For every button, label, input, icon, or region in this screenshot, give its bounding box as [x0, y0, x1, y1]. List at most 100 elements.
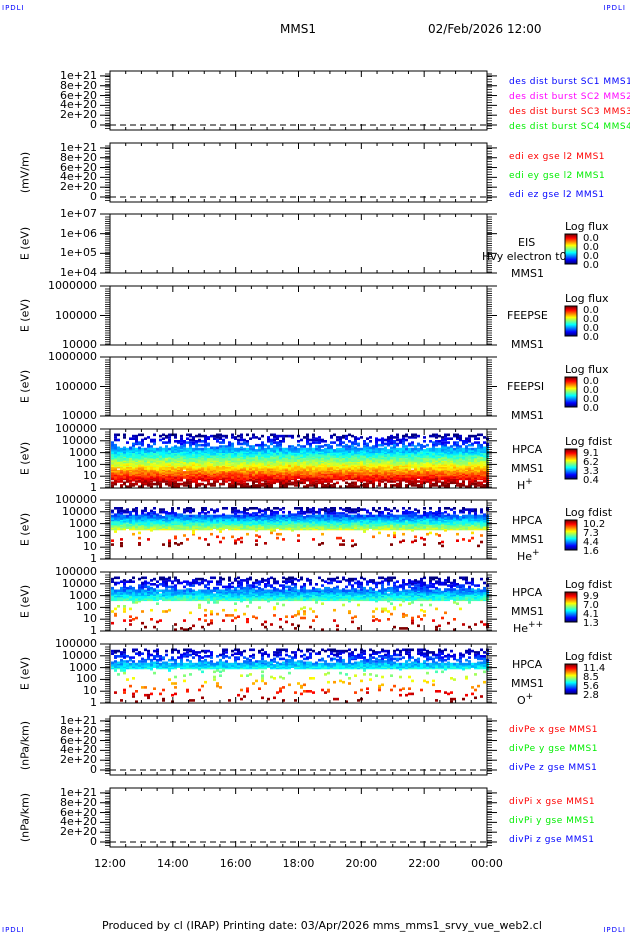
- spectrogram-cell: [207, 436, 210, 439]
- spectrogram-cell: [114, 507, 117, 510]
- spectrogram-cell: [348, 433, 351, 437]
- spectrogram-cell: [243, 484, 246, 487]
- spectrogram-cell: [219, 458, 222, 461]
- spectrogram-cell: [153, 442, 156, 446]
- spectrogram-cell: [183, 440, 186, 443]
- spectrogram-cell: [135, 513, 138, 516]
- spectrogram-cell: [117, 438, 120, 442]
- spectrogram-cell: [435, 471, 438, 474]
- spectrogram-cell: [228, 477, 231, 481]
- spectrogram-cell: [243, 438, 246, 442]
- spectrogram-cell: [228, 472, 231, 475]
- spectrogram-cell: [399, 477, 402, 481]
- spectrogram-cell: [126, 449, 129, 452]
- spectrogram-cell: [132, 458, 135, 461]
- spectrogram-cell: [249, 458, 252, 461]
- spectrogram-cell: [411, 484, 414, 487]
- spectrogram-cell: [462, 449, 465, 452]
- spectrogram-cell: [183, 510, 186, 514]
- colorbar-segment: [565, 255, 577, 256]
- spectrogram-cell: [225, 471, 228, 474]
- spectrogram-cell: [225, 458, 228, 461]
- spectrogram-cell: [288, 445, 291, 448]
- spectrogram-cell: [405, 458, 408, 461]
- spectrogram-cell: [240, 442, 243, 446]
- colorbar-segment: [565, 252, 577, 253]
- spectrogram-cell: [270, 471, 273, 474]
- spectrogram-cell: [429, 434, 432, 438]
- spectrogram-cell: [447, 477, 450, 481]
- spectrogram-cell: [282, 477, 285, 481]
- spectrogram-cell: [369, 440, 372, 443]
- spectrogram-cell: [402, 458, 405, 461]
- spectrogram-cell: [465, 464, 468, 468]
- colorbar-segment: [565, 332, 577, 333]
- spectrogram-cell: [165, 458, 168, 461]
- spectrogram-cell: [345, 437, 348, 440]
- spectrogram-cell: [132, 449, 135, 452]
- spectrogram-cell: [225, 477, 228, 481]
- spectrogram-cell: [423, 477, 426, 481]
- spectrogram-cell: [147, 464, 150, 468]
- spectrogram-cell: [156, 458, 159, 461]
- spectrogram-cell: [177, 482, 180, 486]
- spectrogram-cell: [111, 441, 114, 444]
- spectrogram-cell: [120, 538, 123, 541]
- spectrogram-cell: [135, 436, 138, 439]
- spectrogram-cell: [381, 464, 384, 468]
- spectrogram-cell: [405, 433, 408, 437]
- spectrogram-cell: [159, 484, 162, 487]
- spectrogram-cell: [111, 477, 114, 481]
- spectrogram-cell: [237, 441, 240, 444]
- spectrogram-cell: [135, 519, 138, 523]
- spectrogram-cell: [414, 484, 417, 487]
- spectrogram-cell: [183, 449, 186, 452]
- spectrogram-cell: [210, 464, 213, 468]
- spectrogram-cell: [279, 471, 282, 474]
- spectrogram-cell: [213, 458, 216, 461]
- spectrogram-cell: [129, 477, 132, 481]
- spectrogram-cell: [477, 484, 480, 487]
- spectrogram-cell: [231, 458, 234, 461]
- colorbar-segment: [565, 239, 577, 240]
- spectrogram-cell: [213, 437, 216, 440]
- spectrogram-cell: [285, 471, 288, 474]
- colorbar-segment: [565, 248, 577, 249]
- spectrogram-cell: [330, 484, 333, 487]
- spectrogram-cell: [240, 471, 243, 474]
- spectrogram-cell: [144, 458, 147, 461]
- colorbar-segment: [565, 258, 577, 259]
- spectrogram-cell: [219, 445, 222, 448]
- spectrogram-cell: [273, 449, 276, 452]
- spectrogram-cell: [423, 463, 426, 466]
- spectrogram-cell: [363, 482, 366, 486]
- spectrogram-cells: [111, 507, 489, 548]
- spectrogram-cell: [213, 449, 216, 452]
- colorbar-segment: [565, 242, 577, 243]
- spectrogram-cell: [168, 458, 171, 461]
- spectrogram-cell: [252, 445, 255, 448]
- spectrogram-cell: [390, 446, 393, 450]
- spectrogram-cell: [306, 447, 309, 451]
- spectrogram-cell: [453, 471, 456, 474]
- spectrogram-cell: [450, 445, 453, 448]
- spectrogram-cell: [243, 480, 246, 483]
- spectrogram-cell: [444, 446, 447, 450]
- spectrogram-cell: [318, 477, 321, 481]
- spectrogram-cell: [324, 484, 327, 487]
- spectrogram-cell: [204, 475, 207, 478]
- spectrogram-cell: [123, 514, 126, 518]
- spectrogram-cell: [423, 436, 426, 439]
- spectrogram-cell: [138, 449, 141, 452]
- spectrogram-cell: [303, 485, 306, 488]
- spectrogram-cell: [174, 542, 177, 545]
- spectrogram-cell: [444, 449, 447, 452]
- spectrogram-cell: [432, 449, 435, 452]
- spectrogram-cell: [450, 447, 453, 451]
- spectrogram-cell: [273, 464, 276, 468]
- spectrogram-cell: [117, 509, 120, 513]
- spectrogram-cell: [168, 477, 171, 481]
- spectrogram-cell: [135, 477, 138, 481]
- spectrogram-cell: [321, 449, 324, 452]
- spectrogram-cell: [156, 526, 159, 529]
